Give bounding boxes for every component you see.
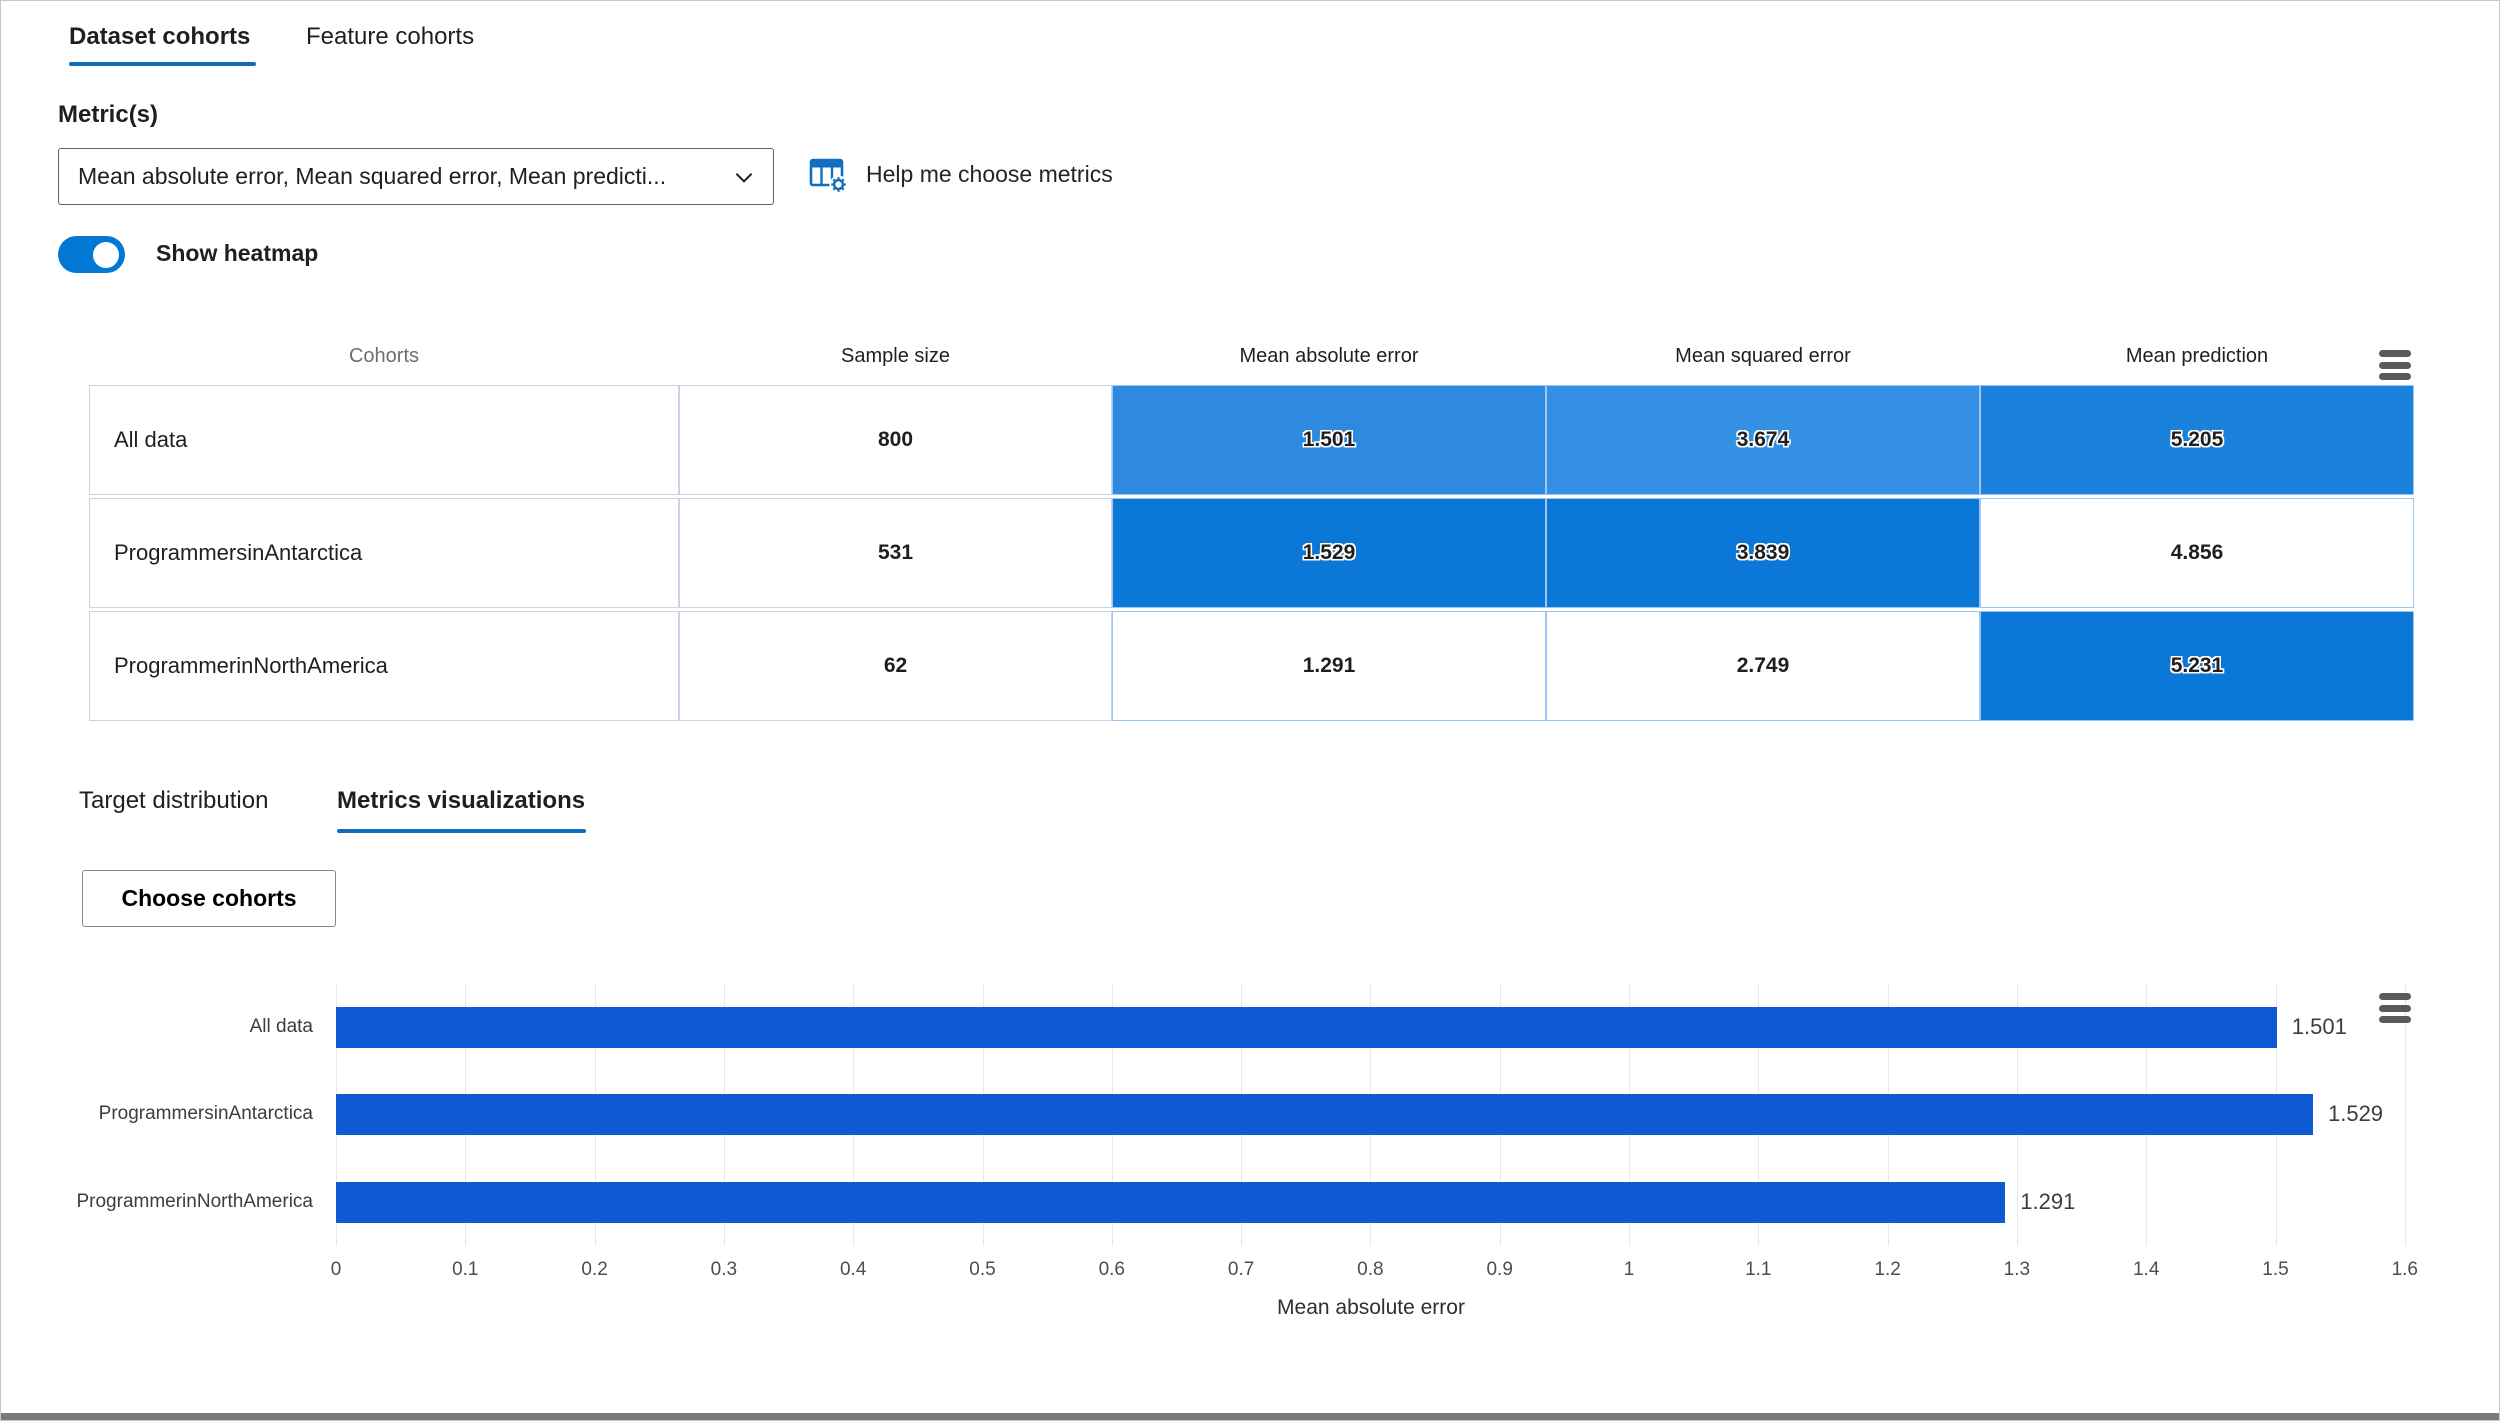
tab-target-distribution[interactable]: Target distribution: [79, 787, 269, 814]
tab-dataset-cohorts[interactable]: Dataset cohorts: [69, 23, 251, 50]
column-header-mean-prediction: Mean prediction: [2125, 344, 2269, 367]
cohort-name-cell: ProgrammerinNorthAmerica: [89, 611, 679, 721]
show-heatmap-label: Show heatmap: [156, 240, 319, 266]
tab-metrics-visualizations[interactable]: Metrics visualizations: [337, 787, 586, 814]
x-tick-label: 1.6: [2391, 1259, 2419, 1280]
bar-all-data: [336, 1007, 2277, 1048]
metric-value-cell: 1.501: [1112, 385, 1546, 495]
x-tick-label: 0.8: [1357, 1259, 1384, 1280]
x-axis-title: Mean absolute error: [1277, 1296, 1465, 1319]
column-header-mean-squared-error: Mean squared error: [1675, 344, 1851, 367]
x-tick-label: 1.2: [1874, 1259, 1901, 1280]
sample-size-cell: 62: [679, 611, 1112, 721]
metric-value-cell: 2.749: [1546, 611, 1980, 721]
x-tick-label: 1.3: [2003, 1259, 2031, 1280]
sample-size-cell: 800: [679, 385, 1112, 495]
metric-value-cell: 4.856: [1980, 498, 2414, 608]
table-row: All data 800 1.501 3.674 5.205: [89, 385, 2414, 495]
active-tab2-underline: [337, 829, 586, 833]
toggle-knob: [93, 241, 119, 268]
cohort-table-header: Cohorts Sample size Mean absolute error Mea…: [89, 337, 2414, 375]
cohort-name-cell: ProgrammersinAntarctica: [89, 498, 679, 608]
column-header-cohorts: Cohorts: [348, 344, 420, 367]
table-menu-icon[interactable]: [2379, 350, 2411, 380]
bottom-edge-bar: [1, 1413, 2499, 1420]
category-label: ProgrammersinAntarctica: [98, 1103, 313, 1124]
x-tick-label: 0.4: [839, 1259, 867, 1280]
cohort-metrics-table: All data 800 1.501 3.674 5.205 ProgrammersinA…: [89, 385, 2414, 721]
help-me-choose-metrics-button[interactable]: Help me choose metrics: [807, 153, 1113, 195]
column-header-sample-size: Sample size: [841, 344, 950, 367]
category-label: All data: [249, 1016, 313, 1037]
x-tick-label: 1.5: [2262, 1259, 2289, 1280]
chart-menu-icon[interactable]: [2379, 993, 2411, 1023]
x-tick-label: 0.2: [581, 1259, 608, 1280]
bar-programmersinantarctica: [336, 1094, 2313, 1135]
column-header-mean-absolute-error: Mean absolute error: [1239, 344, 1419, 367]
x-tick-label: 0.9: [1486, 1259, 1513, 1280]
metric-value-cell: 5.231: [1980, 611, 2414, 721]
x-tick-label: 1.1: [1745, 1259, 1772, 1280]
metrics-label: Metric(s): [58, 101, 159, 128]
category-label: ProgrammerinNorthAmerica: [76, 1191, 313, 1212]
show-heatmap-toggle[interactable]: [58, 236, 125, 273]
bar-programmerinnorthamerica: [336, 1182, 2006, 1223]
metric-value-cell: 5.205: [1980, 385, 2414, 495]
metric-value-cell: 3.674: [1546, 385, 1980, 495]
x-tick-label: 0.3: [710, 1259, 738, 1280]
x-tick-label: 0.5: [969, 1259, 996, 1280]
help-me-choose-metrics-label: Help me choose metrics: [866, 160, 1113, 187]
metric-value-cell: 1.529: [1112, 498, 1546, 608]
x-tick-label: 0.6: [1098, 1259, 1126, 1280]
metric-value-cell: 3.839: [1546, 498, 1980, 608]
gridline: [2404, 984, 2406, 1246]
table-gear-icon: [807, 153, 849, 195]
choose-cohorts-button[interactable]: Choose cohorts: [82, 870, 336, 927]
x-tick-label: 1.4: [2132, 1259, 2160, 1280]
x-tick-label: 1: [1623, 1259, 1635, 1280]
chevron-down-icon: [731, 164, 757, 190]
cohort-name-cell: All data: [89, 385, 679, 495]
metrics-dropdown[interactable]: Mean absolute error, Mean squared error,…: [58, 148, 774, 205]
x-tick-label: 0.1: [452, 1259, 479, 1280]
metric-value-cell: 1.291: [1112, 611, 1546, 721]
bar-value-label: 1.291: [2020, 1189, 2076, 1214]
bar-value-label: 1.529: [2327, 1101, 2384, 1126]
table-row: ProgrammersinAntarctica 531 1.529 3.839 4.85…: [89, 498, 2414, 608]
active-tab-underline: [69, 62, 256, 66]
x-tick-label: 0.7: [1227, 1259, 1255, 1280]
tab-feature-cohorts[interactable]: Feature cohorts: [306, 23, 475, 50]
sample-size-cell: 531: [679, 498, 1112, 608]
metrics-dropdown-value: Mean absolute error, Mean squared error,…: [78, 163, 667, 189]
x-tick-label: 0: [330, 1259, 342, 1280]
bar-value-label: 1.501: [2291, 1014, 2347, 1039]
table-row: ProgrammerinNorthAmerica 62 1.291 2.749 5.23…: [89, 611, 2414, 721]
